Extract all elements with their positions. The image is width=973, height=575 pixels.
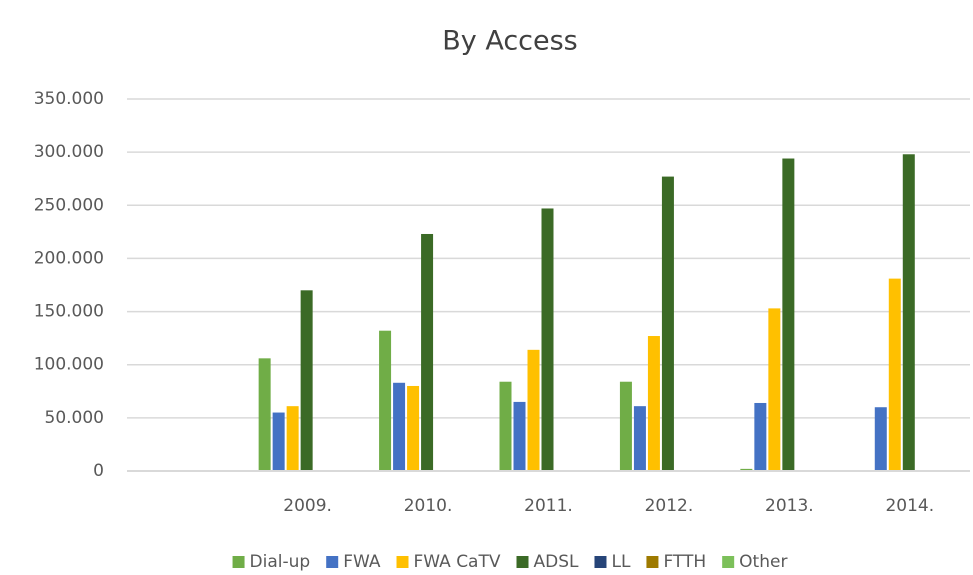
bar [661, 176, 674, 472]
bar [754, 402, 767, 471]
legend: Dial-up FWA FWA CaTV ADSL LL FTTH Other [232, 552, 787, 572]
bar [888, 278, 901, 471]
bar [286, 406, 299, 471]
legend-label: FWA CaTV [414, 552, 501, 572]
legend-label: Dial-up [250, 552, 311, 572]
legend-swatch [722, 556, 735, 568]
legend-swatch [396, 556, 409, 568]
y-tick-label: 100.000 [34, 355, 104, 375]
bar [527, 349, 540, 471]
chart-title: By Access [442, 26, 578, 57]
legend-swatch [646, 556, 659, 568]
legend-swatch [594, 556, 607, 568]
legend-swatch [326, 556, 339, 568]
legend-swatch [516, 556, 529, 568]
x-tick-label: 2012. [645, 496, 694, 516]
x-tick-label: 2010. [404, 496, 453, 516]
legend-swatch [232, 556, 245, 568]
legend-label: FTTH [663, 552, 706, 572]
bar [541, 208, 554, 471]
bar [272, 412, 285, 471]
legend-label: FWA [343, 552, 381, 572]
x-tick-label: 2009. [283, 496, 332, 516]
x-tick-label: 2014. [885, 496, 934, 516]
bar [902, 154, 915, 472]
bar [499, 381, 512, 471]
bar [393, 382, 406, 471]
y-tick-label: 50.000 [45, 408, 104, 428]
bar [258, 358, 271, 471]
bar [379, 330, 392, 471]
legend-label: LL [611, 552, 630, 572]
legend-label: Other [739, 552, 787, 572]
bar [740, 468, 753, 471]
bar [768, 308, 781, 471]
x-tick-label: 2013. [765, 496, 814, 516]
bar [421, 233, 434, 471]
y-tick-label: 150.000 [34, 302, 104, 322]
x-tick-label: 2011. [524, 496, 573, 516]
y-tick-label: 0 [93, 461, 104, 481]
bar [619, 381, 632, 471]
bar [782, 158, 795, 471]
bar [407, 385, 420, 471]
y-tick-label: 200.000 [34, 248, 104, 268]
bar [647, 336, 660, 471]
bar [300, 290, 313, 471]
bar [633, 406, 646, 471]
y-tick-label: 300.000 [34, 142, 104, 162]
bar [874, 407, 887, 471]
legend-label: ADSL [534, 552, 580, 572]
bar [513, 401, 526, 471]
y-tick-label: 250.000 [34, 195, 104, 215]
y-tick-label: 350.000 [34, 89, 104, 109]
